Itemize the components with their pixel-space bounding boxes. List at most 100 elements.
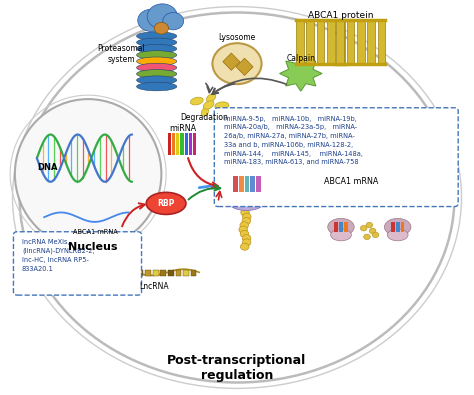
Ellipse shape <box>330 229 351 241</box>
Circle shape <box>138 9 164 31</box>
Bar <box>85 270 91 276</box>
Text: Degradation: Degradation <box>180 113 228 122</box>
Ellipse shape <box>15 99 161 249</box>
Bar <box>346 21 354 64</box>
Ellipse shape <box>137 76 177 85</box>
Bar <box>47 270 53 276</box>
Text: Nucleus: Nucleus <box>68 242 118 252</box>
Ellipse shape <box>137 82 177 91</box>
Bar <box>92 270 98 276</box>
Circle shape <box>241 209 249 216</box>
Bar <box>334 222 338 232</box>
Circle shape <box>366 222 373 228</box>
Ellipse shape <box>137 32 177 40</box>
Bar <box>77 270 83 276</box>
Bar <box>184 134 188 155</box>
Circle shape <box>372 232 379 238</box>
Bar <box>396 222 400 232</box>
Ellipse shape <box>384 218 411 236</box>
Ellipse shape <box>137 70 177 78</box>
Bar <box>245 176 249 192</box>
Bar <box>153 270 158 276</box>
Text: miRNA-9-5p,   miRNA-10b,   miRNA-19b,
miRNA-20a/b,   miRNA-23a-5p,   miRNA-
26a/: miRNA-9-5p, miRNA-10b, miRNA-19b, miRNA-… <box>224 116 363 166</box>
Bar <box>391 222 395 232</box>
Text: Post-transcriptional
regulation: Post-transcriptional regulation <box>167 354 307 382</box>
Bar <box>336 21 344 64</box>
Ellipse shape <box>328 218 354 236</box>
Bar <box>180 134 183 155</box>
Bar <box>339 222 343 232</box>
Bar <box>250 176 255 192</box>
Text: lncRNA MeXis,
(lincRNA)-DYNLRB2-2,
lnc-HC, lncRNA RP5-
833A20.1: lncRNA MeXis, (lincRNA)-DYNLRB2-2, lnc-H… <box>22 239 94 272</box>
Ellipse shape <box>191 97 203 105</box>
Bar <box>108 270 113 276</box>
Text: ABCA1 protein: ABCA1 protein <box>308 11 374 19</box>
Circle shape <box>242 235 251 242</box>
Bar <box>233 176 238 192</box>
Text: LncRNA: LncRNA <box>139 282 169 291</box>
Bar <box>296 21 304 64</box>
Bar <box>183 270 189 276</box>
Ellipse shape <box>215 102 229 110</box>
Bar <box>307 21 314 64</box>
Bar <box>138 270 144 276</box>
Bar <box>70 270 75 276</box>
Ellipse shape <box>146 192 186 214</box>
Bar <box>189 134 192 155</box>
Ellipse shape <box>137 51 177 59</box>
Bar <box>344 222 347 232</box>
Ellipse shape <box>137 38 177 47</box>
Bar <box>123 270 128 276</box>
Ellipse shape <box>206 94 216 102</box>
Bar <box>317 21 324 64</box>
Bar <box>146 270 151 276</box>
Bar <box>191 270 196 276</box>
Polygon shape <box>236 58 253 75</box>
Bar <box>357 21 365 64</box>
Bar <box>327 21 335 64</box>
Text: ABCA1 mRNA: ABCA1 mRNA <box>324 177 379 186</box>
Text: Lysosome: Lysosome <box>219 33 255 42</box>
Bar <box>168 270 173 276</box>
Bar <box>401 222 404 232</box>
FancyBboxPatch shape <box>214 108 458 207</box>
Bar <box>167 134 171 155</box>
Ellipse shape <box>137 57 177 66</box>
Ellipse shape <box>137 63 177 72</box>
Text: Proteasomal
system: Proteasomal system <box>97 44 145 64</box>
Circle shape <box>243 213 251 220</box>
Ellipse shape <box>387 229 408 241</box>
Bar <box>367 21 375 64</box>
Circle shape <box>155 23 168 34</box>
Ellipse shape <box>19 13 455 382</box>
Circle shape <box>364 234 370 240</box>
Circle shape <box>147 4 177 29</box>
Bar <box>130 270 136 276</box>
Bar <box>115 270 121 276</box>
Circle shape <box>369 228 376 234</box>
Ellipse shape <box>220 164 273 207</box>
Text: DNA: DNA <box>38 164 58 173</box>
Circle shape <box>360 226 367 231</box>
Text: ABCA1 mRNA: ABCA1 mRNA <box>73 229 118 235</box>
Circle shape <box>239 226 247 233</box>
Bar <box>337 21 345 64</box>
Ellipse shape <box>203 101 214 109</box>
Bar <box>256 176 261 192</box>
Circle shape <box>240 222 248 229</box>
Polygon shape <box>280 56 322 91</box>
Circle shape <box>242 239 251 246</box>
Polygon shape <box>223 53 240 70</box>
Bar <box>193 134 196 155</box>
Ellipse shape <box>227 188 266 211</box>
FancyBboxPatch shape <box>13 232 142 295</box>
Ellipse shape <box>201 108 209 116</box>
Circle shape <box>242 218 251 225</box>
Bar <box>378 21 385 64</box>
Bar <box>100 270 106 276</box>
Bar <box>175 270 181 276</box>
Bar <box>172 134 175 155</box>
Bar <box>62 270 68 276</box>
Circle shape <box>240 230 249 237</box>
Bar <box>239 176 244 192</box>
